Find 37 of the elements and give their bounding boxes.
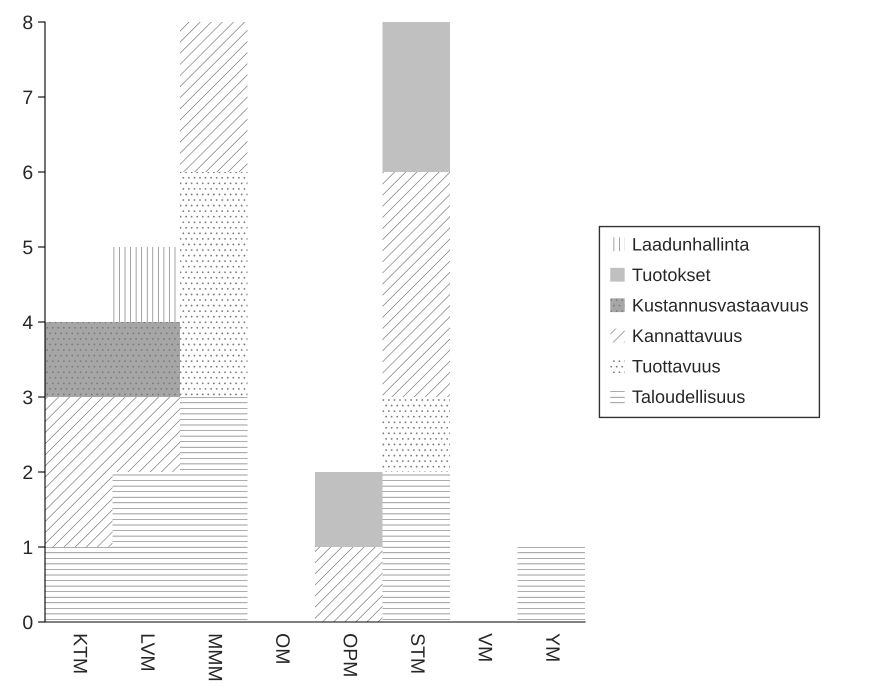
bar (315, 472, 382, 547)
legend-label: Kustannusvastaavuus (633, 299, 808, 312)
x-tick-label: OPM (344, 634, 358, 676)
legend-label: Tuotokset (632, 268, 710, 282)
bar (45, 322, 112, 397)
y-tick-label: 7 (23, 90, 32, 104)
bar (112, 397, 180, 472)
bar (45, 397, 112, 547)
x-tick-label: VM (478, 633, 492, 661)
y-tick-label: 4 (22, 316, 33, 330)
legend-label: Tuottavuus (632, 360, 720, 373)
y-tick-label: 3 (23, 390, 32, 404)
y-tick-label: 1 (24, 540, 32, 554)
bar (45, 547, 112, 622)
legend-label: Kannattavuus (633, 330, 742, 342)
x-tick-label: STM (411, 634, 425, 673)
x-tick-label: YM (546, 634, 560, 661)
bar (382, 22, 450, 172)
bar (315, 547, 382, 622)
y-tick-label: 0 (23, 615, 32, 630)
legend-label: Laadunhallinta (633, 237, 750, 251)
bar (518, 547, 585, 622)
y-tick-label: 6 (23, 165, 32, 180)
bar (180, 22, 248, 172)
bar (112, 322, 180, 397)
y-tick-label: 5 (23, 240, 32, 254)
bar (382, 172, 450, 397)
x-tick-label: LVM (141, 634, 155, 670)
bar (180, 172, 248, 397)
y-tick-label: 2 (23, 465, 32, 480)
bar (382, 397, 450, 472)
x-tick-label: OM (276, 634, 290, 663)
legend-label: Taloudellisuus (632, 390, 745, 404)
bar (180, 397, 248, 622)
y-tick-label: 8 (23, 15, 32, 30)
x-tick-label: KTM (74, 634, 88, 673)
x-tick-label: MMM (208, 634, 222, 680)
